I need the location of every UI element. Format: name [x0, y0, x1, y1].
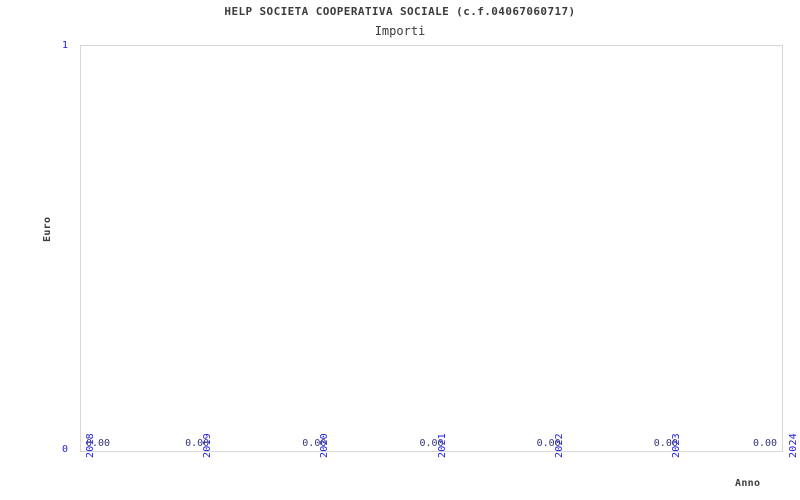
data-value-label: 0.00: [302, 438, 327, 449]
series-layer: [161, 91, 800, 498]
y-axis-tick-label: 1: [61, 40, 68, 51]
data-value-label: 0.00: [185, 438, 210, 449]
data-value-label: 0.00: [752, 438, 778, 449]
y-axis-title: Euro: [42, 216, 53, 242]
data-value-label: 0.00: [536, 438, 561, 449]
y-axis-tick-label: 0: [61, 444, 68, 455]
chart-subtitle: Importi: [374, 24, 426, 38]
data-value-label: 0.00: [653, 438, 678, 449]
data-value-label: 0.00: [85, 438, 111, 449]
data-value-label: 0.00: [419, 438, 444, 449]
x-axis-title: Anno: [735, 478, 761, 489]
plot-area: [80, 45, 783, 452]
chart-title: HELP SOCIETA COOPERATIVA SOCIALE (c.f.04…: [224, 5, 576, 18]
